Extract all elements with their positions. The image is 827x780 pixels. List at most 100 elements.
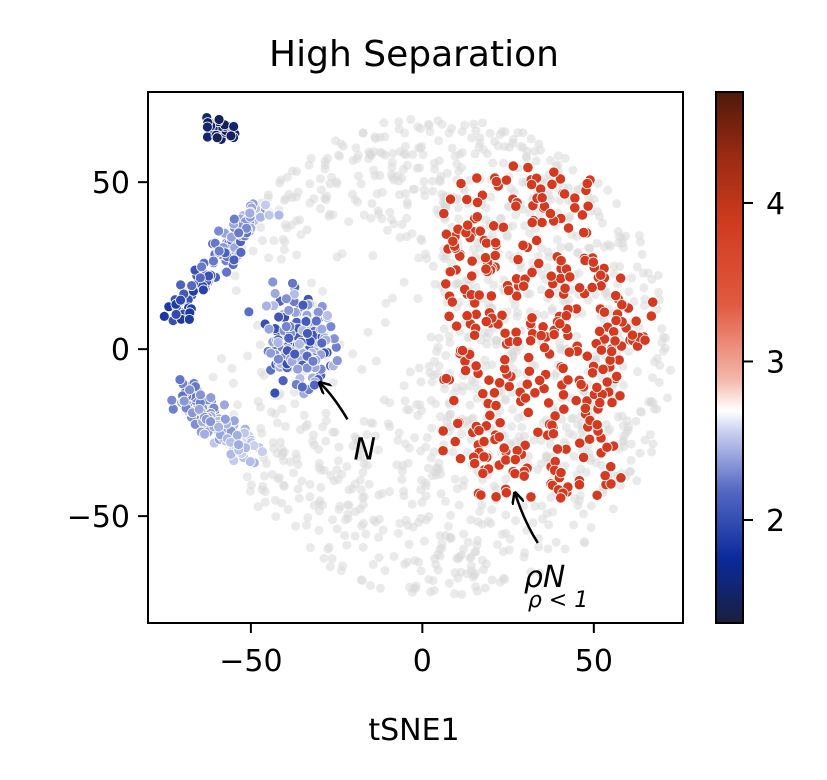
background-point	[419, 536, 429, 546]
background-point	[444, 521, 454, 531]
high-group-point	[437, 445, 449, 457]
colorbar-tick-label: 3	[766, 345, 785, 380]
background-point	[324, 211, 334, 221]
high-group-point	[555, 492, 567, 504]
high-group-point	[597, 363, 609, 375]
background-point	[295, 425, 305, 435]
low-group-point	[183, 313, 195, 325]
background-point	[350, 507, 360, 517]
background-point	[639, 283, 649, 293]
background-point	[467, 566, 477, 576]
background-point	[230, 271, 240, 281]
background-point	[353, 150, 363, 160]
background-point	[408, 184, 418, 194]
low-group-point	[287, 277, 298, 289]
background-point	[459, 529, 469, 539]
background-point	[306, 278, 316, 288]
background-point	[453, 554, 463, 564]
background-point	[314, 525, 324, 535]
background-point	[638, 268, 648, 278]
background-point	[394, 124, 404, 134]
low-group-point	[170, 308, 182, 320]
background-point	[359, 518, 369, 528]
background-point	[637, 407, 647, 417]
background-point	[227, 363, 237, 373]
background-point	[368, 560, 378, 570]
background-point	[564, 213, 574, 223]
dark-cluster-point	[211, 132, 223, 144]
background-point	[374, 209, 384, 219]
high-group-point	[488, 387, 501, 399]
low-group-point	[273, 353, 284, 365]
background-point	[599, 242, 609, 252]
background-point	[321, 416, 331, 426]
background-point	[520, 548, 530, 558]
background-point	[632, 262, 642, 272]
colorbar-tick-label: 2	[766, 504, 785, 539]
background-point	[328, 515, 338, 525]
background-point	[232, 400, 242, 410]
high-group-point	[490, 175, 503, 188]
high-group-point	[503, 284, 515, 297]
background-point	[548, 507, 558, 517]
background-point	[410, 556, 420, 566]
background-point	[382, 225, 392, 235]
background-point	[454, 214, 464, 224]
background-point	[421, 478, 431, 488]
low-group-point	[219, 413, 231, 425]
high-group-point	[546, 178, 558, 190]
low-group-point	[289, 348, 301, 360]
high-group-point	[569, 192, 581, 204]
background-point	[631, 416, 641, 426]
background-point	[414, 363, 424, 373]
low-group-point	[273, 311, 285, 323]
background-point	[434, 136, 444, 146]
background-point	[405, 367, 415, 377]
low-group-point	[292, 363, 304, 375]
background-point	[258, 481, 268, 491]
high-group-point	[522, 161, 534, 174]
low-group-point	[213, 421, 225, 433]
background-point	[338, 141, 348, 151]
background-point	[414, 253, 424, 263]
background-point	[323, 544, 333, 554]
background-point	[275, 178, 285, 188]
background-point	[271, 512, 281, 522]
background-point	[363, 327, 373, 337]
background-point	[436, 489, 446, 499]
background-point	[627, 273, 637, 283]
high-group-point	[474, 225, 486, 237]
background-point	[302, 419, 312, 429]
high-group-point	[559, 282, 571, 294]
background-point	[323, 153, 333, 163]
background-point	[348, 349, 358, 359]
background-point	[362, 430, 372, 440]
background-point	[399, 381, 409, 391]
high-group-point	[645, 310, 657, 322]
background-point	[522, 289, 532, 299]
background-point	[358, 500, 368, 510]
background-point	[453, 203, 463, 213]
high-group-point	[583, 433, 596, 445]
background-point	[315, 174, 325, 184]
annotation-rho-n-label: ρN	[524, 560, 565, 595]
low-group-point	[194, 272, 206, 284]
high-group-point	[647, 296, 659, 308]
background-point	[647, 274, 657, 284]
background-point	[482, 339, 492, 349]
background-point	[231, 286, 241, 296]
background-point	[394, 117, 404, 127]
background-point	[467, 375, 477, 385]
high-group-point	[615, 272, 627, 284]
colorbar-tick-label: 4	[766, 187, 785, 222]
background-point	[404, 539, 414, 549]
background-point	[419, 185, 429, 195]
background-point	[416, 234, 426, 244]
low-group-point	[175, 294, 186, 306]
background-point	[537, 243, 547, 253]
background-point	[314, 458, 324, 468]
background-point	[567, 414, 577, 424]
high-group-point	[587, 256, 599, 268]
background-point	[448, 447, 458, 457]
background-point	[522, 153, 532, 163]
